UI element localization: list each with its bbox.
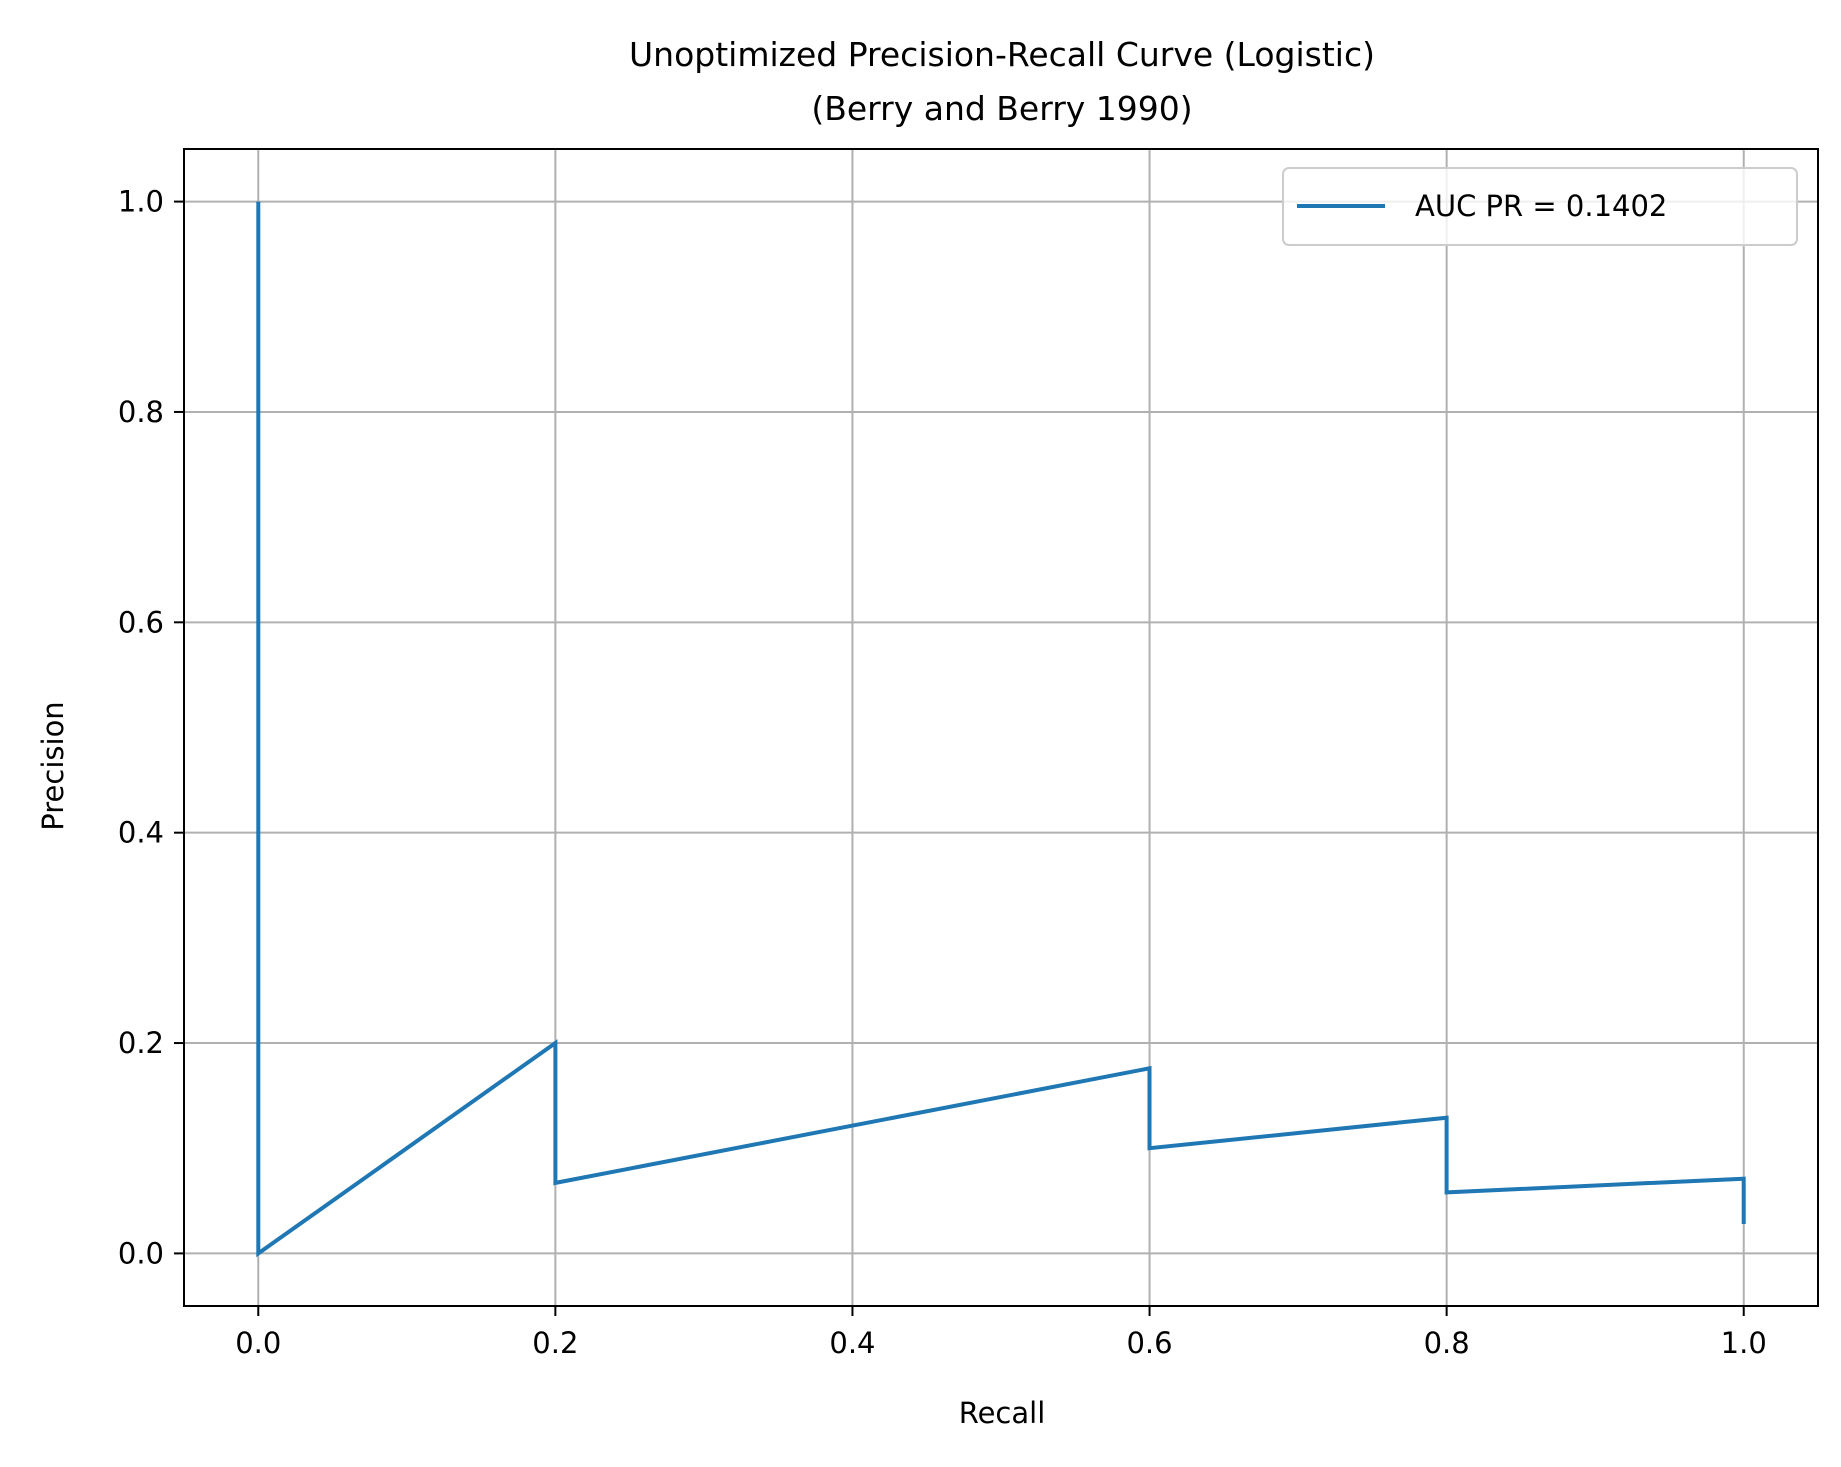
x-tick-label: 0.0 [235, 1326, 281, 1360]
x-tick-label: 0.4 [829, 1326, 875, 1360]
grid-lines [184, 149, 1818, 1306]
x-tick-label: 0.2 [532, 1326, 578, 1360]
series-layer [256, 201, 1746, 1258]
y-tick-label: 0.2 [118, 1026, 164, 1060]
y-tick-label: 0.0 [118, 1236, 164, 1270]
legend-label: AUC PR = 0.1402 [1415, 189, 1667, 223]
x-tick-label: 0.8 [1424, 1326, 1470, 1360]
x-tick-label: 0.6 [1126, 1326, 1172, 1360]
x-tick-label: 1.0 [1721, 1326, 1767, 1360]
chart-title-line-1: Unoptimized Precision-Recall Curve (Logi… [629, 35, 1375, 74]
y-axis-label: Precision [36, 701, 70, 830]
y-tick-label: 0.4 [118, 816, 164, 850]
chart-title-line-2: (Berry and Berry 1990) [811, 89, 1192, 128]
y-tick-label: 0.8 [118, 395, 164, 429]
ticks: 0.0 0.2 0.4 0.6 0.8 1.0 0.0 0.2 0.4 0.6 0.8 1.0 [118, 185, 1767, 1360]
series-line [256, 201, 1746, 1258]
y-tick-label: 1.0 [118, 185, 164, 219]
legend-box [1282, 167, 1798, 246]
y-tick-label: 0.6 [118, 605, 164, 639]
x-axis-label: Recall [959, 1396, 1046, 1430]
legend: AUC PR = 0.1402 [1282, 167, 1798, 246]
plot-frame [183, 148, 1819, 1307]
